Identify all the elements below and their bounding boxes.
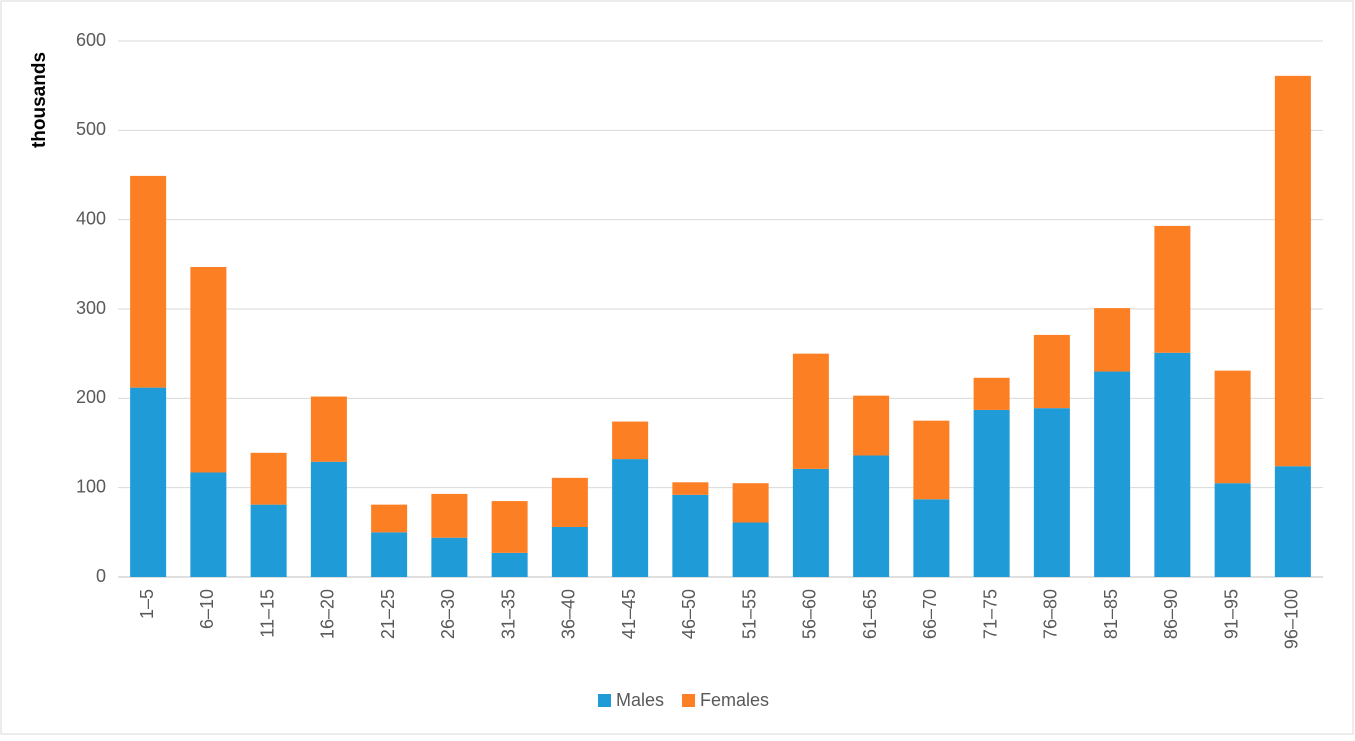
bar-segment — [1154, 225, 1191, 353]
x-tick-label: 81–85 — [1101, 589, 1121, 639]
x-tick-label: 26–30 — [438, 589, 458, 639]
x-tick-label: 6–10 — [197, 589, 217, 629]
bar-segment — [1214, 370, 1251, 484]
bar-segment — [732, 522, 769, 577]
x-tick-label: 76–80 — [1041, 589, 1061, 639]
x-tick-label: 51–55 — [739, 589, 759, 639]
bar-segment — [973, 377, 1010, 410]
bar-segment — [612, 421, 649, 460]
bar-segment — [371, 504, 408, 533]
bar-segment — [130, 175, 167, 388]
bar-segment — [130, 387, 167, 577]
bar-segment — [732, 483, 769, 523]
bar-segment — [310, 461, 347, 577]
y-tick-label: 600 — [76, 30, 106, 50]
bar-segment — [913, 499, 950, 577]
x-tick-label: 71–75 — [980, 589, 1000, 639]
bar-segment — [250, 504, 287, 577]
x-tick-label: 91–95 — [1221, 589, 1241, 639]
bar-segment — [672, 494, 709, 577]
x-tick-label: 96–100 — [1282, 589, 1302, 649]
bar-segment — [1274, 466, 1311, 577]
y-tick-label: 0 — [96, 566, 106, 586]
legend-label: Males — [616, 690, 664, 710]
bar-segment — [551, 526, 588, 577]
bar-segment — [190, 267, 227, 473]
x-tick-label: 16–20 — [318, 589, 338, 639]
bar-segment — [1214, 483, 1251, 577]
x-tick-label: 41–45 — [619, 589, 639, 639]
bar-segment — [853, 395, 890, 456]
legend-swatch — [598, 694, 611, 707]
x-tick-label: 31–35 — [498, 589, 518, 639]
bar-segment — [853, 455, 890, 577]
bar-segment — [1154, 352, 1191, 577]
bar-segment — [1033, 334, 1070, 409]
bar-segment — [973, 409, 1010, 577]
x-tick-label: 66–70 — [920, 589, 940, 639]
legend-swatch — [682, 694, 696, 707]
y-tick-label: 300 — [76, 298, 106, 318]
x-tick-label: 36–40 — [559, 589, 579, 639]
bar-segment — [792, 353, 829, 469]
x-tick-label: 1–5 — [137, 589, 157, 619]
bar-segment — [431, 493, 468, 538]
bar-segment — [672, 482, 709, 495]
bar-segment — [250, 452, 287, 505]
y-tick-label: 500 — [76, 119, 106, 139]
x-tick-label: 86–90 — [1161, 589, 1181, 639]
y-tick-label: 200 — [76, 387, 106, 407]
y-tick-label: 400 — [76, 208, 106, 228]
x-tick-label: 46–50 — [679, 589, 699, 639]
x-tick-label: 56–60 — [800, 589, 820, 639]
bar-segment — [913, 420, 950, 500]
bar-segment — [792, 468, 829, 577]
y-tick-label: 100 — [76, 476, 106, 496]
bar-segment — [190, 472, 227, 577]
legend-label: Females — [700, 690, 769, 710]
bar-segment — [491, 501, 528, 553]
bar-segment — [1033, 408, 1070, 577]
bar-segment — [551, 477, 588, 527]
x-tick-label: 11–15 — [257, 589, 277, 638]
x-tick-label: 21–25 — [378, 589, 398, 639]
bar-segment — [371, 532, 408, 577]
bar-segment — [1274, 75, 1311, 467]
x-tick-label: 61–65 — [860, 589, 880, 639]
bar-segment — [491, 552, 528, 577]
bar-segment — [431, 537, 468, 577]
bar-segment — [1094, 371, 1131, 577]
bar-segment — [612, 459, 649, 577]
y-axis-label: thousands — [29, 52, 50, 148]
bar-segment — [1094, 308, 1131, 372]
bar-segment — [310, 396, 347, 462]
